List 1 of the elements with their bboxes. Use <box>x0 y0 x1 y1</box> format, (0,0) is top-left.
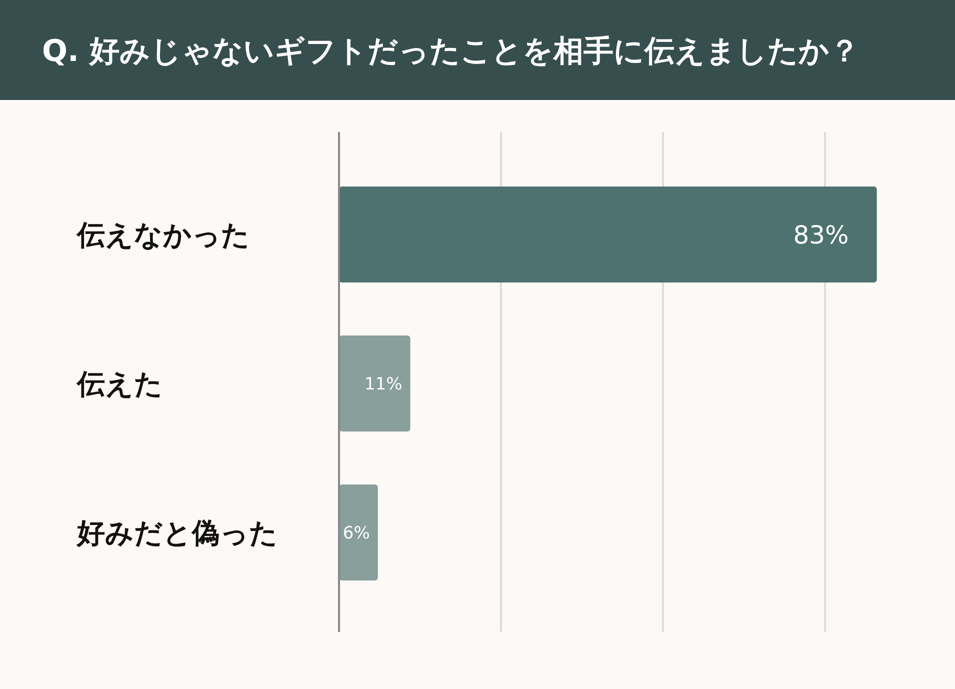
title: Q. 好みじゃないギフトだったことを相手に伝えましたか？ <box>42 34 860 69</box>
